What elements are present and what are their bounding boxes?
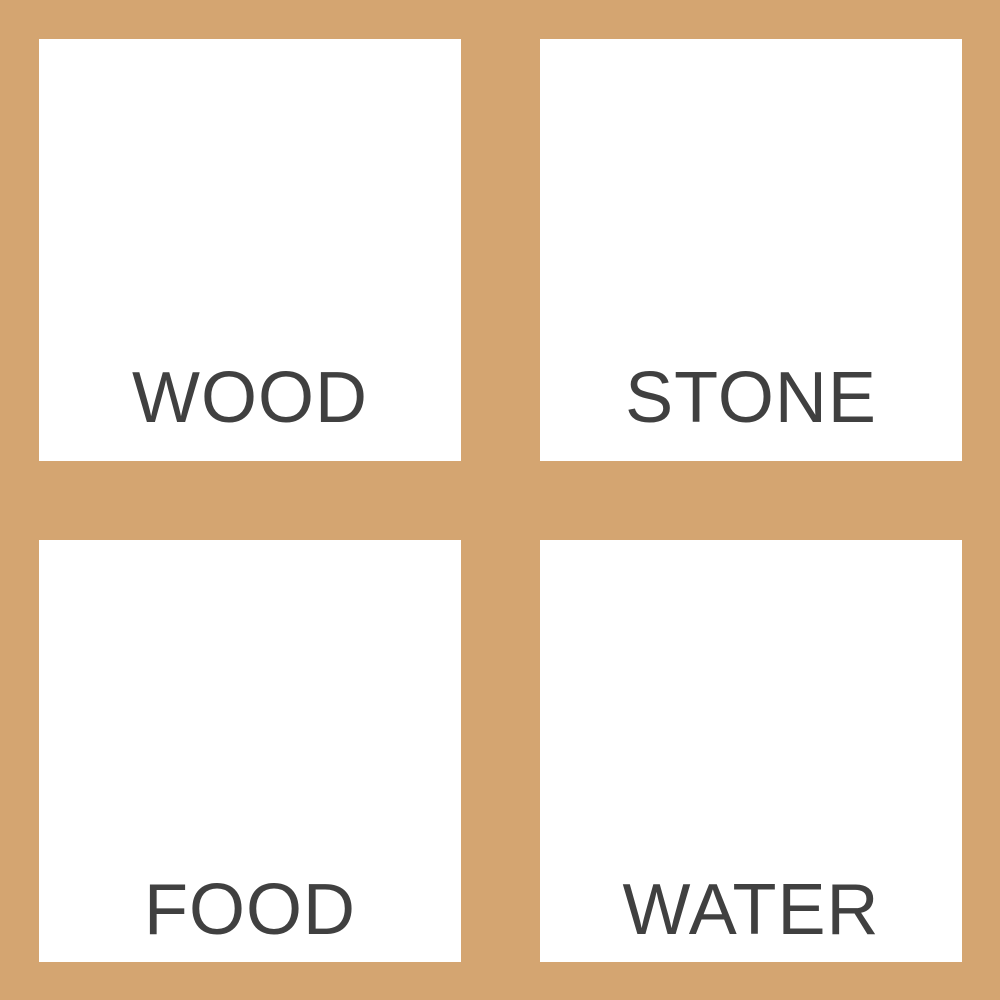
- resource-label-water: WATER: [622, 870, 880, 950]
- resource-label-food: FOOD: [144, 870, 356, 950]
- resource-label-wood: WOOD: [132, 358, 368, 438]
- resource-tile-water[interactable]: WATER: [540, 540, 962, 962]
- resource-label-stone: STONE: [625, 358, 877, 438]
- resource-tile-wood[interactable]: WOOD: [39, 39, 461, 461]
- resource-tile-stone[interactable]: STONE: [540, 39, 962, 461]
- resource-tile-food[interactable]: FOOD: [39, 540, 461, 962]
